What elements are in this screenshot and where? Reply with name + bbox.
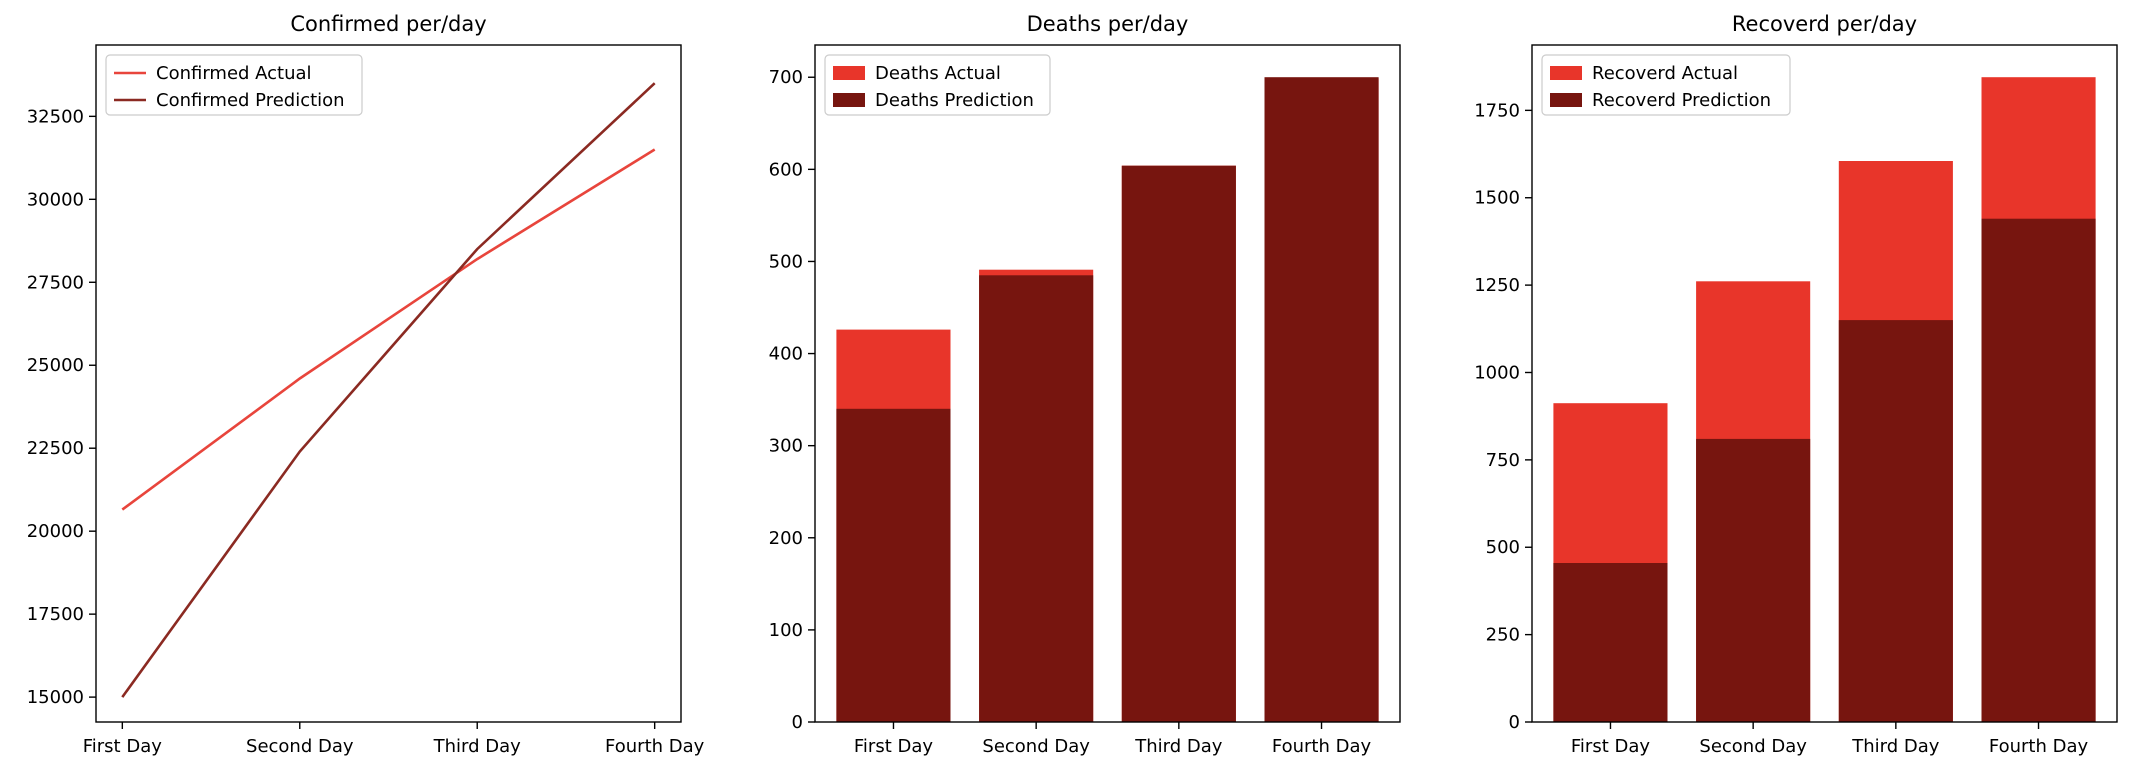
y-tick-label: 300 (769, 436, 803, 457)
chart-title: Confirmed per/day (290, 12, 486, 36)
legend-label: Deaths Actual (875, 63, 1001, 84)
x-tick-label: Second Day (982, 736, 1090, 757)
y-tick-label: 100 (769, 620, 803, 641)
bar-2-2 (1696, 438, 1811, 722)
y-tick-label: 1500 (1474, 188, 1520, 209)
legend-label: Recoverd Prediction (1592, 90, 1771, 111)
bar-2-4 (1264, 77, 1379, 722)
legend-box (105, 54, 363, 116)
y-tick-label: 500 (1486, 537, 1520, 558)
y-tick-label: 0 (1509, 712, 1520, 733)
legend-label: Deaths Prediction (875, 90, 1034, 111)
y-tick-label: 1000 (1474, 362, 1520, 383)
y-tick-label: 27500 (27, 272, 84, 293)
y-tick-label: 1250 (1474, 275, 1520, 296)
y-tick-label: 400 (769, 344, 803, 365)
x-tick-label: First Day (83, 736, 162, 757)
y-tick-label: 750 (1486, 450, 1520, 471)
x-tick-label: First Day (854, 736, 933, 757)
legend-swatch (1550, 93, 1582, 107)
chart-title: Recoverd per/day (1732, 12, 1917, 36)
y-tick-label: 30000 (27, 189, 84, 210)
legend-box (824, 54, 1051, 116)
legend-label: Confirmed Prediction (156, 90, 345, 111)
y-tick-label: 700 (769, 67, 803, 88)
legend-swatch (1550, 66, 1582, 80)
x-tick-label: First Day (1571, 736, 1650, 757)
plot-frame (1531, 44, 2118, 723)
x-tick-label: Third Day (433, 736, 522, 757)
chart-panel-2: Deaths per/day 0 100 200 300 400 500 600 700 Firs… (769, 12, 1401, 757)
x-tick-label: Fourth Day (1989, 736, 2089, 757)
series-line-1 (121, 148, 656, 511)
x-tick-label: Second Day (246, 736, 354, 757)
plot-frame (95, 44, 682, 723)
chart-panel-3: Recoverd per/day 0 250 500 750 1000 1250 1500 17… (1474, 12, 2118, 757)
legend-box (1541, 54, 1791, 116)
bar-2-3 (1121, 165, 1236, 722)
bar-2-1 (1553, 563, 1668, 722)
y-tick-label: 15000 (27, 687, 84, 708)
bar-2-4 (1981, 218, 2096, 722)
y-tick-label: 600 (769, 159, 803, 180)
x-tick-label: Fourth Day (605, 736, 705, 757)
legend-label: Recoverd Actual (1592, 63, 1738, 84)
chart-panel-1: Confirmed per/day 15000 17500 20000 22500 250… (27, 12, 705, 757)
x-tick-label: Second Day (1699, 736, 1807, 757)
y-tick-label: 22500 (27, 438, 84, 459)
y-tick-label: 1750 (1474, 100, 1520, 121)
y-tick-label: 32500 (27, 106, 84, 127)
x-tick-label: Fourth Day (1272, 736, 1372, 757)
y-tick-label: 250 (1486, 625, 1520, 646)
bar-2-2 (979, 275, 1094, 722)
y-tick-label: 0 (792, 712, 803, 733)
plot-frame (814, 44, 1401, 723)
legend-label: Confirmed Actual (156, 63, 312, 84)
y-tick-label: 17500 (27, 604, 84, 625)
x-tick-label: Third Day (1851, 736, 1940, 757)
bar-2-3 (1838, 320, 1953, 722)
bar-2-1 (836, 408, 951, 722)
legend-swatch (833, 66, 865, 80)
y-tick-label: 500 (769, 251, 803, 272)
y-tick-label: 200 (769, 528, 803, 549)
chart-title: Deaths per/day (1027, 12, 1189, 36)
y-tick-label: 25000 (27, 355, 84, 376)
y-tick-label: 20000 (27, 521, 84, 542)
x-tick-label: Third Day (1134, 736, 1223, 757)
series-line-2 (121, 82, 656, 698)
legend-swatch (833, 93, 865, 107)
